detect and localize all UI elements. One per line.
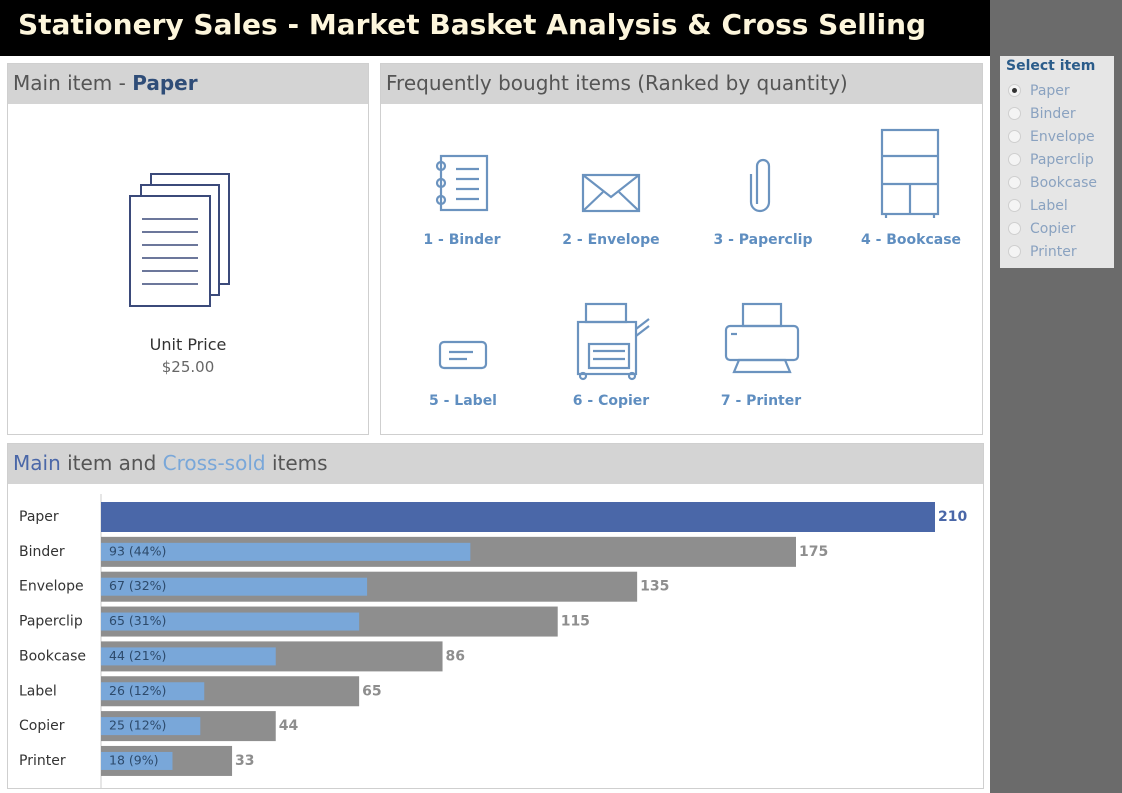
label-icon <box>438 340 488 370</box>
cross-sold-label: 25 (12%) <box>109 718 166 733</box>
title-part: Cross-sold <box>162 451 266 475</box>
price-label: Unit Price <box>149 335 227 354</box>
radio-option[interactable]: Binder <box>1000 103 1114 126</box>
radio-button[interactable] <box>1008 107 1021 120</box>
total-bar <box>101 502 935 532</box>
category-label: Binder <box>19 544 65 560</box>
total-label: 86 <box>446 648 465 664</box>
main-item-panel: Main item - Paper Unit Price $25.00 <box>7 63 369 435</box>
category-label: Envelope <box>19 579 84 595</box>
option-list: Paper Binder Envelope Paperclip Bookcase Labe… <box>1000 80 1114 264</box>
cross-sold-bar <box>101 717 201 736</box>
radio-button[interactable] <box>1008 245 1021 258</box>
total-label: 33 <box>235 753 254 769</box>
category-label: Paperclip <box>19 614 83 630</box>
radio-option[interactable]: Paperclip <box>1000 149 1114 172</box>
radio-option[interactable]: Envelope <box>1000 126 1114 149</box>
category-label: Paper <box>19 509 59 525</box>
cross-sold-bar <box>101 612 360 631</box>
main-item-name: Paper <box>132 71 198 95</box>
cross-sold-bar <box>101 682 205 701</box>
radio-button[interactable] <box>1008 222 1021 235</box>
cross-sold-label: 93 (44%) <box>109 543 166 558</box>
radio-option[interactable]: Label <box>1000 195 1114 218</box>
chart-title: Main item and Cross-sold items <box>8 444 983 484</box>
item-label: 5 - Label <box>429 393 497 409</box>
radio-option[interactable]: Paper <box>1000 80 1114 103</box>
total-label: 135 <box>640 579 669 595</box>
cross-sold-label: 26 (12%) <box>109 683 166 698</box>
total-label: 210 <box>938 509 967 525</box>
item-label: 2 - Envelope <box>562 232 660 248</box>
cross-sold-label: 18 (9%) <box>109 752 158 767</box>
cross-sold-bar <box>101 647 276 666</box>
item-label: 1 - Binder <box>423 232 501 248</box>
total-label: 115 <box>561 614 590 630</box>
item-icons <box>435 128 940 381</box>
copier-icon <box>576 320 638 376</box>
total-label: 175 <box>799 544 828 560</box>
radio-button[interactable] <box>1008 84 1021 97</box>
radio-button[interactable] <box>1008 153 1021 166</box>
radio-button[interactable] <box>1008 130 1021 143</box>
category-label: Copier <box>19 718 65 734</box>
envelope-icon <box>581 173 641 213</box>
cross-selling-panel: Main item and Cross-sold items Paper 210 B… <box>7 443 984 789</box>
binder-icon <box>439 154 489 212</box>
item-label: 3 - Paperclip <box>713 232 813 248</box>
cross-sold-bar <box>101 751 173 770</box>
filter-title: Select item <box>1006 58 1096 74</box>
item-label: 6 - Copier <box>572 393 650 409</box>
total-label: 65 <box>362 683 381 699</box>
printer-icon <box>724 324 800 362</box>
title-part: items <box>271 451 328 475</box>
category-label: Label <box>19 683 57 699</box>
panel-header: Main item - Paper <box>8 64 368 104</box>
cross-sold-label: 65 (31%) <box>109 613 166 628</box>
cross-sold-bar <box>101 577 368 596</box>
category-label: Printer <box>19 753 66 769</box>
title-part: item and <box>67 451 157 475</box>
item-label: 4 - Bookcase <box>860 232 962 248</box>
total-label: 44 <box>279 718 299 734</box>
title-part: Main <box>13 451 61 475</box>
label: Main item - <box>13 71 126 95</box>
paper-icon <box>129 173 230 307</box>
dashboard-title: Stationery Sales - Market Basket Analysi… <box>18 8 927 41</box>
radio-option[interactable]: Bookcase <box>1000 172 1114 195</box>
cross-sold-label: 67 (32%) <box>109 578 166 593</box>
cross-sold-label: 44 (21%) <box>109 648 166 663</box>
radio-button[interactable] <box>1008 199 1021 212</box>
item-label: 7 - Printer <box>720 393 802 409</box>
radio-option[interactable]: Copier <box>1000 218 1114 241</box>
radio-button[interactable] <box>1008 176 1021 189</box>
radio-option[interactable]: Printer <box>1000 241 1114 264</box>
category-label: Bookcase <box>19 648 86 664</box>
paperclip-icon <box>749 158 771 213</box>
select-item-filter: Select item Paper Binder Envelope Paperclip… <box>1000 56 1114 268</box>
chart: Paper 210 Binder 175 93 (44%) Envelope 135 67 (… <box>19 494 967 788</box>
cross-sold-bar <box>101 542 471 561</box>
price: $25.00 <box>161 358 215 376</box>
frequent-items-panel: Frequently bought items (Ranked by quant… <box>380 63 983 435</box>
header: Stationery Sales - Market Basket Analysi… <box>0 0 990 56</box>
panel-header: Frequently bought items (Ranked by quant… <box>381 64 982 104</box>
